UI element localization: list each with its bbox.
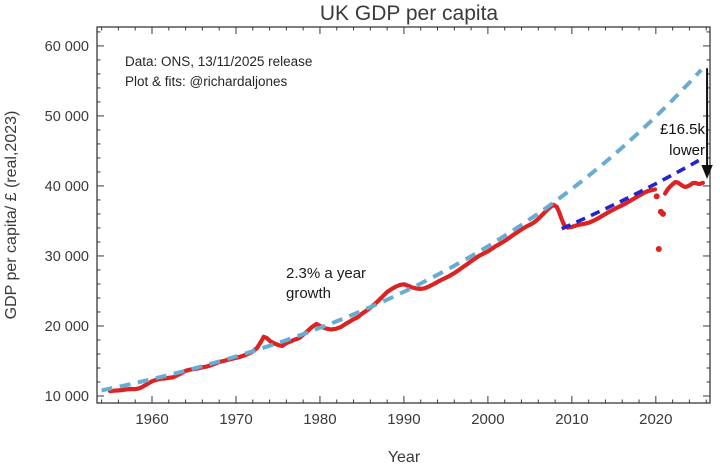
y-tick-label: 10 000 [45,389,89,405]
growth-annotation-line2: growth [286,285,331,302]
y-tick-label: 30 000 [45,249,89,265]
post2008-trend-line [561,158,700,231]
source-note-line1: Data: ONS, 13/11/2025 release [125,54,312,69]
gap-annotation-line2: lower [669,142,705,159]
y-tick-label: 60 000 [45,39,89,55]
x-axis-label: Year [388,449,421,466]
source-note-line2: Plot & fits: @richardaljones [125,74,288,89]
covid-outlier-point [655,246,662,252]
x-tick-label: 2020 [639,411,672,428]
y-tick-label: 20 000 [45,319,89,335]
gdp-data-line [107,187,658,394]
y-tick-label: 50 000 [45,109,89,125]
x-tick-label: 1980 [303,411,336,428]
covid-outlier-point [660,210,666,217]
growth-annotation-line1: 2.3% a year [286,265,366,282]
axis-ticks [97,27,710,403]
x-tick-label: 1990 [387,411,420,428]
gap-annotation-line1: £16.5k [660,121,706,138]
gdp-data-line [663,180,705,196]
x-tick-label: 2000 [471,411,504,428]
gap-arrowhead-icon [701,164,713,179]
covid-outlier-point [653,193,660,200]
plot-series [101,68,705,394]
growth-trend-line [101,68,703,393]
x-tick-label: 2010 [555,411,588,428]
x-tick-label: 1970 [219,411,252,428]
chart-title: UK GDP per capita [320,2,499,25]
y-tick-label: 40 000 [45,179,89,195]
gap-arrow [701,68,713,179]
x-tick-label: 1960 [135,411,168,428]
y-axis-label: GDP per capita/ £ (real,2023) [3,111,20,320]
axis-tick-labels: 1960 1970 1980 1990 2000 2010 2020 10 000 20 000… [45,39,673,428]
